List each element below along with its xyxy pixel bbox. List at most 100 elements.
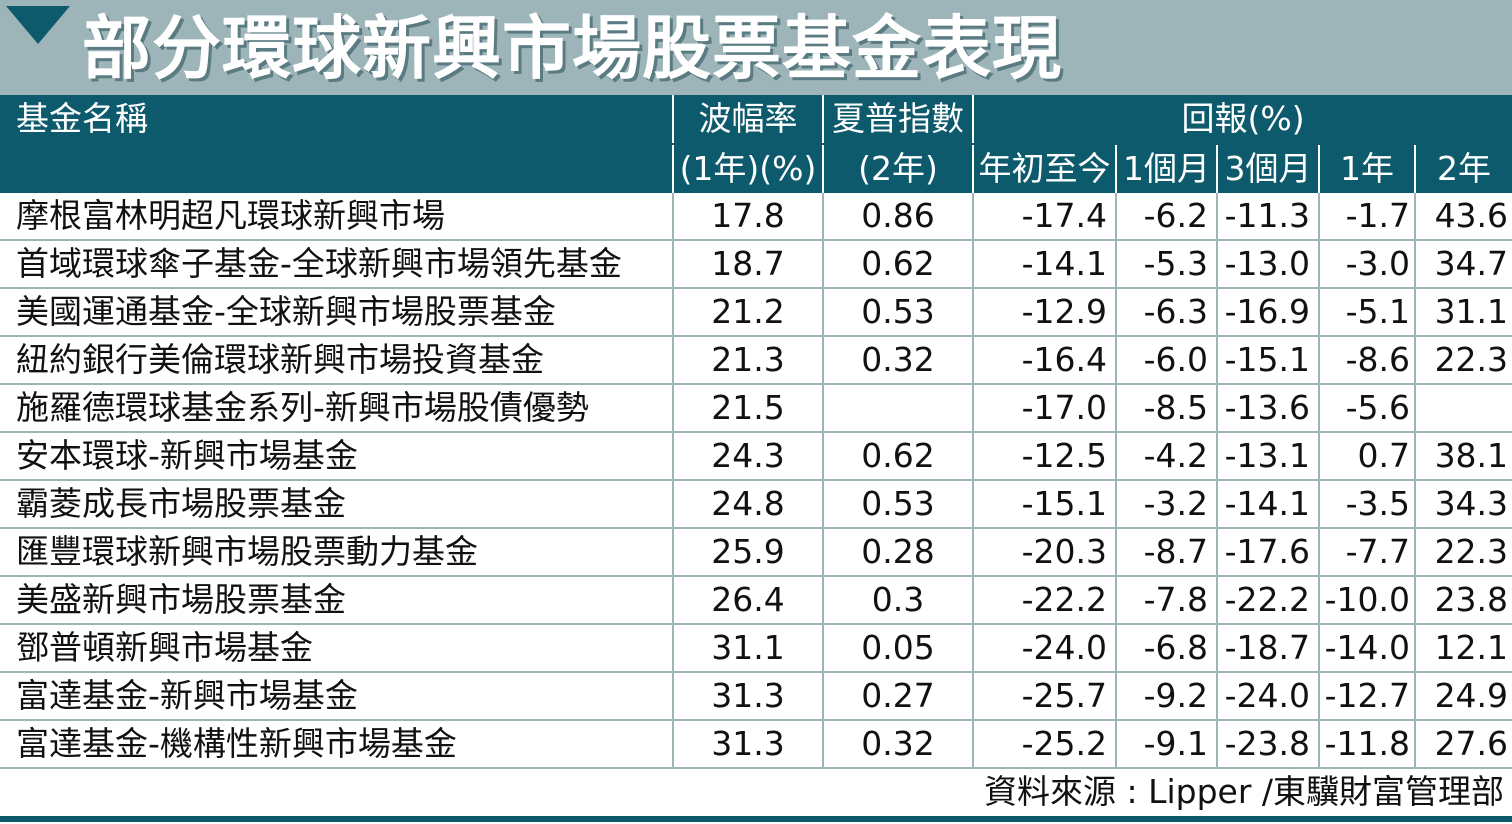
cell-sharpe: 0.3: [822, 576, 973, 625]
cell-1y: -14.0: [1318, 624, 1415, 673]
cell-1m: -6.0: [1115, 336, 1217, 385]
cell-1y: -10.0: [1318, 576, 1415, 625]
cell-volatility: 21.3: [672, 336, 823, 385]
cell-sharpe: 0.53: [822, 288, 973, 337]
cell-fund-name: 富達基金-機構性新興市場基金: [0, 720, 673, 769]
cell-2y: 24.9: [1413, 672, 1512, 721]
table-body: 摩根富林明超凡環球新興市場 17.8 0.86 -17.4 -6.2 -11.3 -1.7 4…: [0, 193, 1512, 769]
down-triangle-icon: [6, 6, 70, 44]
cell-fund-name: 霸菱成長市場股票基金: [0, 480, 673, 529]
cell-volatility: 21.2: [672, 288, 823, 337]
cell-1y: 0.7: [1318, 432, 1415, 481]
cell-1y: -7.7: [1318, 528, 1415, 577]
cell-1m: -7.8: [1115, 576, 1217, 625]
cell-2y: 34.3: [1413, 480, 1512, 529]
cell-fund-name: 摩根富林明超凡環球新興市場: [0, 193, 673, 241]
cell-ytd: -12.9: [972, 288, 1116, 337]
table-row: 施羅德環球基金系列-新興市場股債優勢 21.5 -17.0 -8.5 -13.6 -5.6: [0, 384, 1512, 433]
cell-2y: 38.1: [1413, 432, 1512, 481]
col-header-volatility: 波幅率: [672, 95, 823, 145]
cell-1m: -6.2: [1115, 193, 1217, 241]
col-header-sharpe-sub: (2年): [822, 143, 973, 193]
cell-3m: -18.7: [1216, 624, 1319, 673]
cell-1m: -9.2: [1115, 672, 1217, 721]
cell-ytd: -14.1: [972, 240, 1116, 289]
cell-2y: [1413, 384, 1512, 433]
cell-fund-name: 美國運通基金-全球新興市場股票基金: [0, 288, 673, 337]
cell-volatility: 31.1: [672, 624, 823, 673]
table-row: 鄧普頓新興市場基金 31.1 0.05 -24.0 -6.8 -18.7 -14.0 12.1: [0, 624, 1512, 673]
cell-fund-name: 紐約銀行美倫環球新興市場投資基金: [0, 336, 673, 385]
cell-ytd: -17.0: [972, 384, 1116, 433]
cell-sharpe: 0.86: [822, 193, 973, 241]
cell-ytd: -25.2: [972, 720, 1116, 769]
cell-sharpe: 0.62: [822, 432, 973, 481]
cell-1y: -3.0: [1318, 240, 1415, 289]
cell-1m: -8.7: [1115, 528, 1217, 577]
cell-1y: -3.5: [1318, 480, 1415, 529]
cell-ytd: -17.4: [972, 193, 1116, 241]
cell-3m: -17.6: [1216, 528, 1319, 577]
cell-3m: -22.2: [1216, 576, 1319, 625]
table-row: 霸菱成長市場股票基金 24.8 0.53 -15.1 -3.2 -14.1 -3.5 34.3: [0, 480, 1512, 529]
cell-volatility: 31.3: [672, 672, 823, 721]
cell-ytd: -16.4: [972, 336, 1116, 385]
cell-2y: 22.3: [1413, 336, 1512, 385]
cell-1y: -5.6: [1318, 384, 1415, 433]
table-row: 美國運通基金-全球新興市場股票基金 21.2 0.53 -12.9 -6.3 -16.9-…: [0, 288, 1512, 337]
cell-sharpe: 0.62: [822, 240, 973, 289]
fund-performance-table: 基金名稱 波幅率 夏普指數 回報(%) (1年)(%) (2年) 年初至今 1個…: [0, 95, 1512, 769]
cell-1y: -11.8: [1318, 720, 1415, 769]
cell-2y: 31.1: [1413, 288, 1512, 337]
cell-1m: -8.5: [1115, 384, 1217, 433]
col-header-sharpe: 夏普指數: [822, 95, 973, 145]
cell-volatility: 24.8: [672, 480, 823, 529]
cell-fund-name: 安本環球-新興市場基金: [0, 432, 673, 481]
cell-fund-name: 首域環球傘子基金-全球新興市場領先基金: [0, 240, 673, 289]
cell-1m: -9.1: [1115, 720, 1217, 769]
header-row-1: 基金名稱 波幅率 夏普指數 回報(%): [0, 95, 1512, 193]
cell-1m: -4.2: [1115, 432, 1217, 481]
cell-3m: -15.1: [1216, 336, 1319, 385]
cell-1m: -6.8: [1115, 624, 1217, 673]
col-header-returns: 回報(%): [971, 95, 1512, 145]
cell-1y: -1.7: [1318, 193, 1415, 241]
table-row: 安本環球-新興市場基金 24.3 0.62 -12.5 -4.2 -13.1 0.7 38.1: [0, 432, 1512, 481]
title-bar: 部分環球新興市場股票基金表現: [0, 0, 1512, 95]
col-header-3m: 3個月: [1216, 143, 1319, 193]
cell-sharpe: 0.53: [822, 480, 973, 529]
cell-2y: 27.6: [1413, 720, 1512, 769]
cell-volatility: 31.3: [672, 720, 823, 769]
page-title: 部分環球新興市場股票基金表現: [82, 9, 1062, 89]
cell-ytd: -25.7: [972, 672, 1116, 721]
cell-ytd: -15.1: [972, 480, 1116, 529]
table-row: 首域環球傘子基金-全球新興市場領先基金 18.7 0.62 -14.1 -5.3 -13.…: [0, 240, 1512, 289]
cell-sharpe: [822, 384, 973, 433]
cell-2y: 22.3: [1413, 528, 1512, 577]
cell-1m: -5.3: [1115, 240, 1217, 289]
col-header-1m: 1個月: [1115, 143, 1217, 193]
col-header-2y: 2年: [1413, 143, 1512, 193]
cell-2y: 34.7: [1413, 240, 1512, 289]
cell-ytd: -24.0: [972, 624, 1116, 673]
cell-fund-name: 匯豐環球新興市場股票動力基金: [0, 528, 673, 577]
cell-2y: 23.8: [1413, 576, 1512, 625]
cell-1y: -5.1: [1318, 288, 1415, 337]
col-header-volatility-sub: (1年)(%): [672, 143, 823, 193]
cell-volatility: 18.7: [672, 240, 823, 289]
cell-volatility: 17.8: [672, 193, 823, 241]
cell-2y: 12.1: [1413, 624, 1512, 673]
table-row: 美盛新興市場股票基金 26.4 0.3 -22.2 -7.8 -22.2 -10.0 23.8: [0, 576, 1512, 625]
cell-fund-name: 美盛新興市場股票基金: [0, 576, 673, 625]
cell-ytd: -22.2: [972, 576, 1116, 625]
cell-ytd: -20.3: [972, 528, 1116, 577]
table-row: 紐約銀行美倫環球新興市場投資基金 21.3 0.32 -16.4 -6.0 -15.1 -8…: [0, 336, 1512, 385]
cell-sharpe: 0.28: [822, 528, 973, 577]
cell-sharpe: 0.32: [822, 336, 973, 385]
cell-1y: -12.7: [1318, 672, 1415, 721]
cell-sharpe: 0.27: [822, 672, 973, 721]
cell-sharpe: 0.05: [822, 624, 973, 673]
cell-sharpe: 0.32: [822, 720, 973, 769]
col-header-ytd: 年初至今: [972, 143, 1116, 193]
header-row-2: (1年)(%) (2年) 年初至今 1個月 3個月 1年 2年: [0, 143, 1512, 193]
